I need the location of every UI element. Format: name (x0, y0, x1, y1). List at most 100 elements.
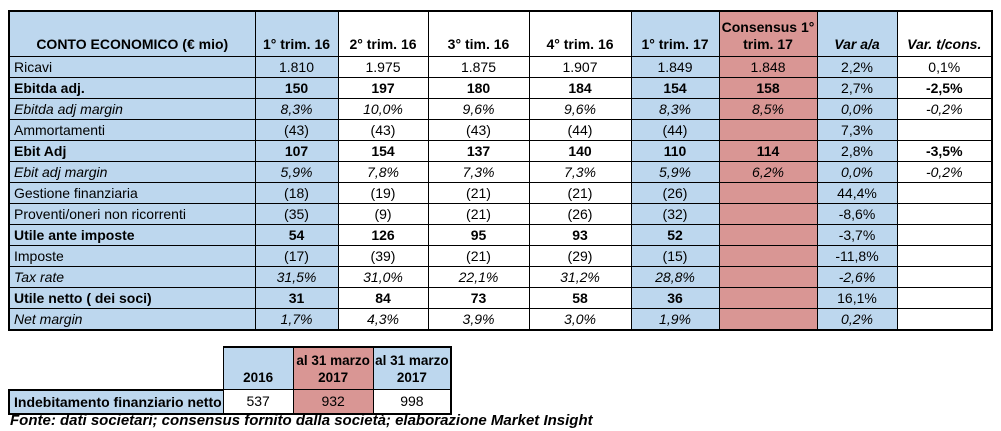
column-header-q4-trim-16: 4° trim. 16 (528, 10, 632, 57)
cell-q1-trim-17: 1.849 (630, 56, 720, 78)
cell-q1-trim-16: 107 (254, 140, 339, 162)
cell-var-a-a: 44,4% (816, 182, 898, 204)
cell-consensus-q1-trim-17 (718, 182, 818, 204)
cell-q1-trim-16: 1,7% (254, 308, 339, 331)
income-row: Ebitda adj. 150 197 180 184 154 158 2,7% -2,5% (8, 77, 993, 99)
column-header-var-t-cons: Var. t/cons. (896, 10, 993, 57)
column-header-var-a-a: Var a/a (816, 10, 898, 57)
row-label: Utile ante imposte (8, 224, 256, 246)
row-label: Imposte (8, 245, 256, 267)
income-row: Net margin 1,7% 4,3% 3,9% 3,0% 1,9% 0,2% (8, 308, 993, 331)
cell-q3-tim-16: (21) (427, 245, 530, 267)
cell-var-t-cons (896, 224, 993, 246)
cell-q1-trim-16: (43) (254, 119, 339, 141)
cell-consensus-q1-trim-17 (718, 224, 818, 246)
cell-q4-trim-16: 9,6% (528, 98, 632, 120)
cell-q4-trim-16: (29) (528, 245, 632, 267)
cell-var-t-cons (896, 203, 993, 225)
cell-q1-trim-16: 31 (254, 287, 339, 309)
row-label: Ebit Adj (8, 140, 256, 162)
cell-consensus-q1-trim-17: 8,5% (718, 98, 818, 120)
cell-q3-tim-16: (43) (427, 119, 530, 141)
income-row: Ricavi 1.810 1.975 1.875 1.907 1.849 1.848 2,2%… (8, 56, 993, 78)
cell-q1-trim-16: (35) (254, 203, 339, 225)
cell-q1-trim-17: 8,3% (630, 98, 720, 120)
cell-q2-trim-16: 10,0% (337, 98, 429, 120)
cell-q2-trim-16: (39) (337, 245, 429, 267)
column-header-q1-trim-16: 1° trim. 16 (254, 10, 339, 57)
cell-q1-trim-17: 52 (630, 224, 720, 246)
cell-q1-trim-16: 31,5% (254, 266, 339, 288)
cell-var-t-cons: 0,1% (896, 56, 993, 78)
cell-var-t-cons: -0,2% (896, 161, 993, 183)
cell-q3-tim-16: 95 (427, 224, 530, 246)
cell-var-a-a: 2,8% (816, 140, 898, 162)
row-label: Ebit adj margin (8, 161, 256, 183)
cell-consensus-q1-trim-17: 158 (718, 77, 818, 99)
row-label: Ammortamenti (8, 119, 256, 141)
cell-consensus-q1-trim-17 (718, 266, 818, 288)
cell-q1-trim-17: 154 (630, 77, 720, 99)
cell-q4-trim-16: (26) (528, 203, 632, 225)
cell-q1-trim-17: (15) (630, 245, 720, 267)
income-row: Ebit Adj 107 154 137 140 110 114 2,8% -3,5% (8, 140, 993, 162)
cell-q1-trim-17: 1,9% (630, 308, 720, 331)
cell-var-a-a: -3,7% (816, 224, 898, 246)
cell-q1-trim-17: (32) (630, 203, 720, 225)
row-label: Ricavi (8, 56, 256, 78)
cell-var-t-cons (896, 287, 993, 309)
cell-var-t-cons (896, 308, 993, 331)
cell-q2-trim-16: 31,0% (337, 266, 429, 288)
cell-q1-trim-16: (17) (254, 245, 339, 267)
cell-consensus-q1-trim-17 (718, 245, 818, 267)
cell-q4-trim-16: (44) (528, 119, 632, 141)
income-row: Tax rate 31,5% 31,0% 22,1% 31,2% 28,8% -2,6% (8, 266, 993, 288)
income-row: Ebit adj margin 5,9% 7,8% 7,3% 7,3% 5,9% 6,2% 0… (8, 161, 993, 183)
cell-q3-tim-16: 3,9% (427, 308, 530, 331)
income-row: Proventi/oneri non ricorrenti (35) (9) (21)… (8, 203, 993, 225)
column-header-q3-tim-16: 3° tim. 16 (427, 10, 530, 57)
cell-consensus-q1-trim-17 (718, 203, 818, 225)
cell-q1-trim-16: 54 (254, 224, 339, 246)
column-header-q1-trim-17: 1° trim. 17 (630, 10, 720, 57)
cell-var-a-a: -2,6% (816, 266, 898, 288)
cell-q2-trim-16: 4,3% (337, 308, 429, 331)
cell-var-t-cons: -3,5% (896, 140, 993, 162)
cell-consensus-q1-trim-17: 6,2% (718, 161, 818, 183)
cell-q4-trim-16: 140 (528, 140, 632, 162)
row-label: Ebitda adj. (8, 77, 256, 99)
source-footnote: Fonte: dati societari; consensus fornito… (10, 412, 593, 429)
cell-q3-tim-16: 9,6% (427, 98, 530, 120)
cell-q3-tim-16: 137 (427, 140, 530, 162)
cell-consensus-q1-trim-17 (718, 119, 818, 141)
column-header-conto-economico: CONTO ECONOMICO (€ mio) (8, 10, 256, 57)
cell-q1-trim-16: 150 (254, 77, 339, 99)
cell-q1-trim-16: 1.810 (254, 56, 339, 78)
cell-q1-trim-16: 5,9% (254, 161, 339, 183)
income-row: Utile ante imposte 54 126 95 93 52 -3,7% (8, 224, 993, 246)
cell-q3-tim-16: (21) (427, 182, 530, 204)
income-header-row: CONTO ECONOMICO (€ mio) 1° trim. 16 2° tri… (8, 10, 993, 57)
cell-q2-trim-16: 1.975 (337, 56, 429, 78)
cell-consensus-q1-trim-17: 1.848 (718, 56, 818, 78)
cell-q4-trim-16: 58 (528, 287, 632, 309)
column-header-al-31-marzo-2017-consensus: al 31 marzo 2017 (292, 346, 374, 390)
cell-consensus-q1-trim-17 (718, 287, 818, 309)
cell-var-a-a: 16,1% (816, 287, 898, 309)
cell-q3-tim-16: 180 (427, 77, 530, 99)
cell-var-a-a: 2,2% (816, 56, 898, 78)
net-debt-table: 2016 al 31 marzo 2017 al 31 marzo 2017 Ind… (7, 346, 453, 415)
cell-q3-tim-16: 7,3% (427, 161, 530, 183)
cell-var-a-a: 0,2% (816, 308, 898, 331)
cell-q4-trim-16: 184 (528, 77, 632, 99)
cell-q2-trim-16: 126 (337, 224, 429, 246)
cell-var-t-cons (896, 266, 993, 288)
cell-var-t-cons (896, 245, 993, 267)
cell-var-a-a: 0,0% (816, 98, 898, 120)
cell-q1-trim-16: 8,3% (254, 98, 339, 120)
row-label: Ebitda adj margin (8, 98, 256, 120)
row-label: Proventi/oneri non ricorrenti (8, 203, 256, 225)
income-statement-table: CONTO ECONOMICO (€ mio) 1° trim. 16 2° tri… (8, 10, 993, 331)
cell-q2-trim-16: 84 (337, 287, 429, 309)
